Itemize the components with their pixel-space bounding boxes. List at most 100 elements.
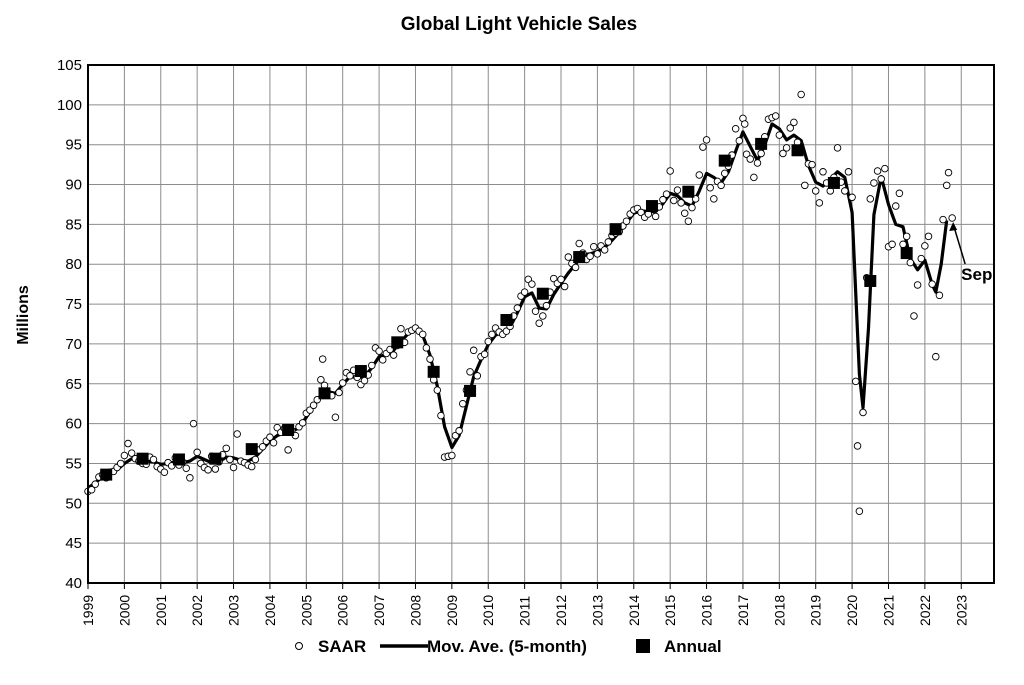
saar-point xyxy=(459,399,467,408)
saar-point xyxy=(935,291,944,300)
saar-point xyxy=(473,372,482,380)
annual-point xyxy=(900,247,913,260)
saar-point xyxy=(269,438,278,447)
saar-point xyxy=(797,90,805,99)
saar-point xyxy=(590,242,598,251)
saar-point xyxy=(932,352,940,361)
saar-point xyxy=(684,217,693,225)
x-tick-label: 2005 xyxy=(298,595,314,626)
saar-point xyxy=(149,455,158,464)
legend: SAAR Mov. Ave. (5-month) Annual xyxy=(295,637,722,656)
x-tick-label: 2006 xyxy=(335,595,351,626)
saar-point xyxy=(513,304,522,312)
saar-point xyxy=(127,449,136,457)
saar-point xyxy=(604,238,613,246)
saar-point xyxy=(571,263,580,272)
saar-point xyxy=(426,355,434,363)
saar-point xyxy=(757,149,765,158)
saar-point xyxy=(229,463,238,472)
saar-point xyxy=(539,312,547,320)
annual-point xyxy=(791,144,804,157)
saar-point xyxy=(844,168,853,176)
legend-annual-marker xyxy=(636,639,650,653)
saar-point xyxy=(928,280,936,288)
saar-point xyxy=(480,350,489,359)
annual-point xyxy=(245,443,258,456)
saar-point xyxy=(680,209,689,217)
x-tick-label: 2022 xyxy=(917,595,933,626)
saar-point xyxy=(124,439,132,448)
saar-point xyxy=(892,202,900,210)
saar-point xyxy=(484,337,492,346)
y-tick-label: 85 xyxy=(65,216,82,233)
x-tick-label: 2010 xyxy=(480,595,496,626)
y-tick-label: 75 xyxy=(65,296,82,313)
saar-point xyxy=(542,301,551,310)
saar-point xyxy=(418,330,427,339)
saar-point xyxy=(186,474,194,482)
saar-point xyxy=(531,307,540,315)
saar-point xyxy=(753,159,762,167)
saar-point xyxy=(673,186,682,194)
x-tick-label: 2019 xyxy=(808,595,824,626)
saar-point xyxy=(899,240,907,249)
annual-point xyxy=(209,452,222,465)
saar-point xyxy=(851,377,860,386)
annual-point xyxy=(391,336,404,349)
saar-point xyxy=(771,112,780,120)
saar-point xyxy=(841,187,849,195)
saar-point xyxy=(811,187,820,195)
saar-point xyxy=(866,195,875,203)
saar-point xyxy=(924,232,933,241)
saar-point xyxy=(782,144,791,152)
saar-point xyxy=(397,325,405,333)
saar-point xyxy=(895,189,904,198)
saar-point xyxy=(910,312,918,320)
y-tick-label: 65 xyxy=(65,376,82,393)
chart-title: Global Light Vehicle Sales xyxy=(401,14,638,35)
x-tick-label: 2014 xyxy=(626,595,642,626)
saar-point xyxy=(211,465,220,473)
saar-point xyxy=(586,252,594,261)
saar-point xyxy=(731,125,740,133)
saar-point xyxy=(670,196,678,205)
plot-frame xyxy=(87,64,995,584)
saar-point xyxy=(535,319,543,327)
x-tick-label: 2001 xyxy=(153,595,169,626)
saar-point xyxy=(189,419,198,428)
x-tick-label: 2018 xyxy=(771,595,787,626)
annual-point xyxy=(645,200,658,213)
x-tick-label: 2012 xyxy=(553,595,569,626)
saar-point xyxy=(433,386,442,394)
saar-point xyxy=(222,444,231,453)
saar-point xyxy=(335,388,343,397)
saar-point xyxy=(833,144,842,152)
saar-point xyxy=(848,193,856,202)
annual-point xyxy=(136,452,149,465)
y-tick-label: 80 xyxy=(65,256,82,273)
annotations: Sep xyxy=(949,222,992,284)
saar-point xyxy=(466,368,474,376)
saar-point xyxy=(193,448,201,457)
saar-point xyxy=(346,372,354,380)
legend-saar-label: SAAR xyxy=(318,637,366,656)
saar-point xyxy=(710,195,718,203)
saar-point xyxy=(746,155,754,163)
y-tick-label: 100 xyxy=(57,97,82,114)
legend-ma-label: Mov. Ave. (5-month) xyxy=(427,637,587,656)
x-tick-label: 2003 xyxy=(226,595,242,626)
x-tick-label: 1999 xyxy=(80,595,96,626)
saar-point xyxy=(706,183,714,192)
saar-point xyxy=(564,253,573,261)
saar-point xyxy=(488,330,496,339)
saar-point xyxy=(422,344,431,352)
saar-point xyxy=(699,143,707,151)
annual-point xyxy=(718,154,731,167)
annual-point xyxy=(318,387,331,400)
saar-point xyxy=(921,242,929,250)
x-tick-label: 2016 xyxy=(699,595,715,626)
saar-point xyxy=(735,136,744,145)
y-tick-label: 105 xyxy=(57,57,82,74)
annual-point xyxy=(282,423,295,436)
